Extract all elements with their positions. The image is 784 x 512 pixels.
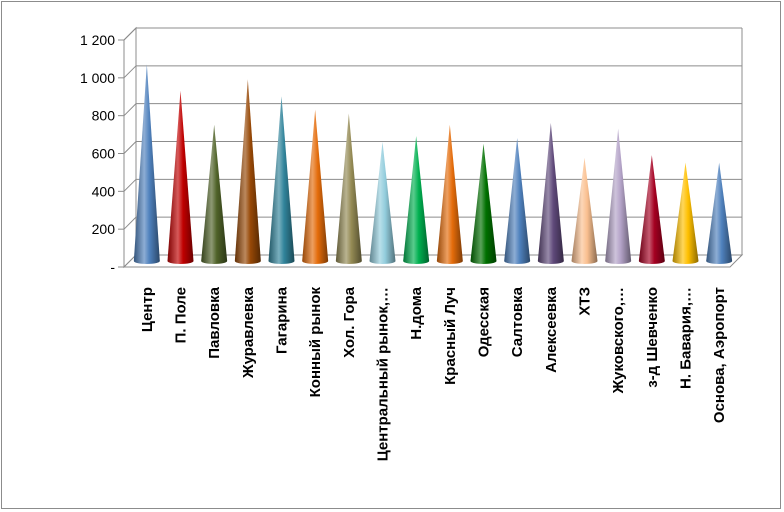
cone-body xyxy=(302,109,329,265)
cone-bar xyxy=(268,96,295,264)
x-category-label: Гагарина xyxy=(274,286,291,354)
x-category-label: Красный Луч xyxy=(442,287,459,385)
cone-body xyxy=(268,96,295,264)
x-category-label: Павловка xyxy=(206,286,223,358)
cone-bar xyxy=(605,128,632,264)
x-category-label: Основа, Аэропорт xyxy=(711,287,728,423)
cones xyxy=(133,64,733,265)
cone-bar xyxy=(504,138,531,264)
gridline xyxy=(123,141,742,154)
cone-bar xyxy=(234,79,261,265)
cone-bar xyxy=(133,64,160,264)
x-axis: Центр П. Поле Павловка Журавлевка Гагарина Ко… xyxy=(139,286,728,461)
cone-body xyxy=(571,157,598,264)
y-tick-label: - xyxy=(110,259,115,275)
cone-body xyxy=(201,124,228,264)
cone-bar xyxy=(167,90,194,264)
x-category-label: Жуковского,… xyxy=(610,287,627,394)
gridline xyxy=(123,65,742,79)
cone-bar xyxy=(672,162,699,264)
cone-body xyxy=(167,90,194,264)
cone-bar xyxy=(436,124,463,264)
cone-bar xyxy=(403,136,430,264)
x-category-label: Журавлевка xyxy=(240,286,257,379)
x-category-label: Алексеевка xyxy=(543,286,560,373)
x-category-label: з-д Шевченко xyxy=(644,287,661,388)
gridline xyxy=(123,27,742,41)
x-category-label: Салтовка xyxy=(509,286,526,357)
y-tick-label: 1 000 xyxy=(80,70,115,86)
y-tick-label: 400 xyxy=(92,183,116,199)
cone-body xyxy=(605,128,632,264)
cone-body xyxy=(234,79,261,265)
x-category-label: Н.дома xyxy=(408,286,425,339)
cone-bar xyxy=(201,124,228,264)
cone-bar xyxy=(335,113,362,264)
x-category-label: Хол. Гора xyxy=(341,286,358,358)
cone-body xyxy=(369,141,396,264)
x-category-label: Одесская xyxy=(476,287,493,357)
y-tick-label: 200 xyxy=(92,221,116,237)
cone-body xyxy=(504,138,531,264)
cone-bar xyxy=(638,155,665,264)
cone-bar xyxy=(470,143,497,264)
y-axis: - 200 400 600 800 1 000 1 200 xyxy=(80,32,125,275)
cone-bar xyxy=(369,141,396,264)
cone-bar xyxy=(571,157,598,264)
cone-body xyxy=(470,143,497,264)
x-category-label: Конный рынок xyxy=(307,287,324,398)
cone-bar xyxy=(706,162,733,264)
cone-bar xyxy=(537,122,564,265)
gridline xyxy=(123,103,742,117)
x-category-label: ХТЗ xyxy=(577,287,594,316)
cone-body xyxy=(133,64,160,264)
cone-body xyxy=(672,162,699,264)
cone-body xyxy=(436,124,463,264)
cone-body xyxy=(706,162,733,264)
cone-body xyxy=(403,136,430,264)
x-category-label: Центр xyxy=(139,287,156,332)
cone-body xyxy=(335,113,362,264)
cone-body xyxy=(638,155,665,264)
y-tick-label: 800 xyxy=(92,108,116,124)
gridlines xyxy=(123,27,742,230)
x-category-label: Н. Бавария,… xyxy=(678,287,695,389)
x-category-label: П. Поле xyxy=(173,287,190,343)
x-category-label: Центральный рынок,… xyxy=(375,287,392,461)
y-tick-label: 1 200 xyxy=(80,32,115,48)
y-tick-label: 600 xyxy=(92,146,116,162)
gridline xyxy=(123,178,742,192)
cone-body xyxy=(537,122,564,265)
gridline xyxy=(123,216,742,230)
cone-bar xyxy=(302,109,329,265)
